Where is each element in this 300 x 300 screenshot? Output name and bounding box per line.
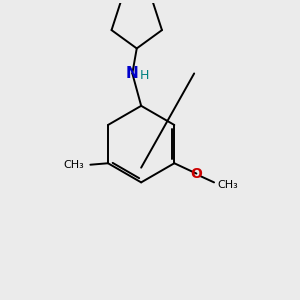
Text: O: O (190, 167, 202, 181)
Text: CH₃: CH₃ (217, 180, 238, 190)
Text: N: N (126, 66, 139, 81)
Text: CH₃: CH₃ (64, 160, 85, 170)
Text: H: H (140, 69, 149, 82)
